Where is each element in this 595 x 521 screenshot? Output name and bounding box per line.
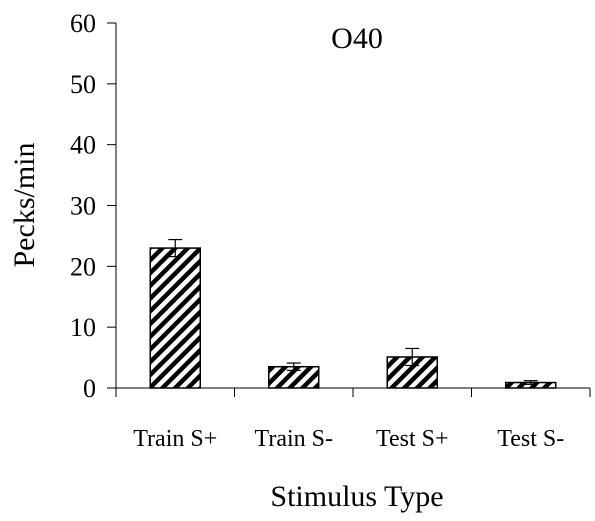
x-axis-label: Stimulus Type: [270, 480, 443, 513]
y-tick-label: 10: [70, 313, 96, 342]
y-tick-label: 50: [70, 70, 96, 99]
y-tick-label: 60: [70, 9, 96, 38]
plot-area: 0 10 20 30 40 50 60 Train S+ Train S- Test S+ Test…: [70, 9, 591, 452]
bar: [149, 247, 201, 389]
y-tick-label: 30: [70, 192, 96, 221]
x-tick-label: Train S+: [133, 426, 217, 452]
chart-title: O40: [331, 22, 383, 55]
y-tick-label: 20: [70, 252, 96, 281]
x-tick-label: Test S+: [376, 426, 449, 452]
x-tick-label: Test S-: [497, 426, 564, 452]
y-axis-label: Pecks/min: [8, 143, 41, 268]
y-tick-label: 0: [83, 374, 96, 403]
y-tick-label: 40: [70, 131, 96, 160]
x-tick-label: Train S-: [255, 426, 333, 452]
